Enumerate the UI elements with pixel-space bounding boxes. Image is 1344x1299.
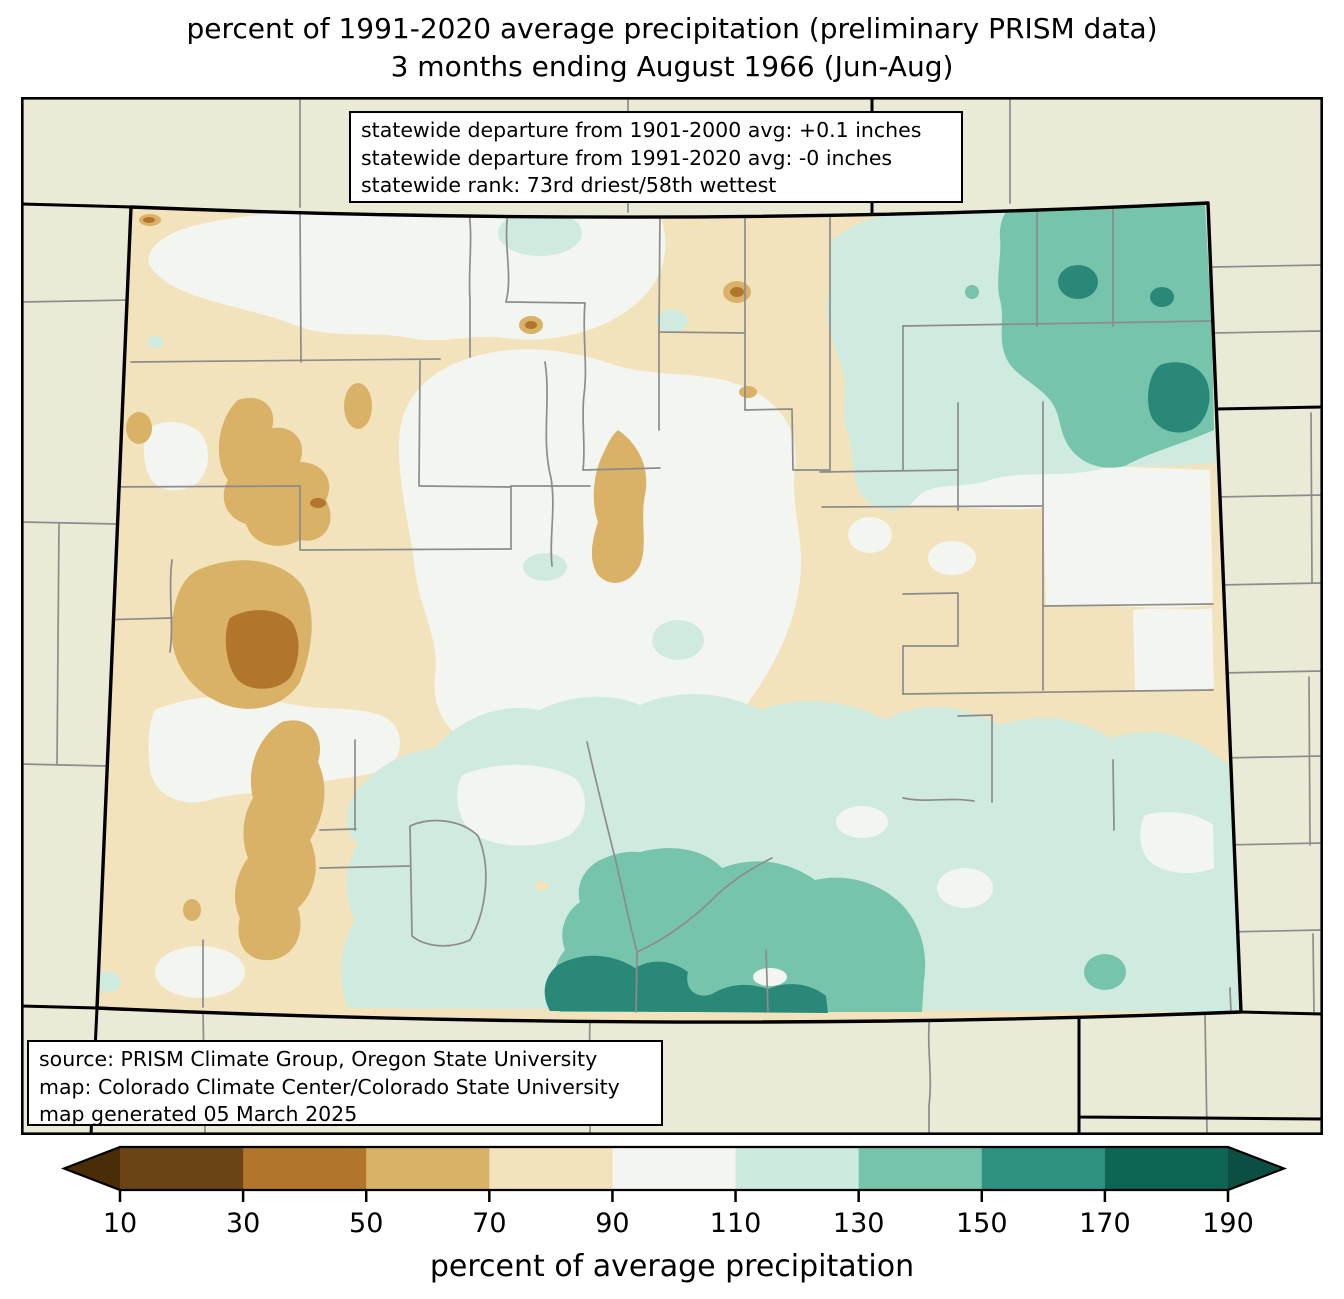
colorbar-band (1104, 1147, 1229, 1190)
chart-title: percent of 1991-2020 average precipitati… (0, 10, 1344, 86)
source-attribution-box: source: PRISM Climate Group, Oregon Stat… (27, 1040, 663, 1126)
colorbar-axis-label: percent of average precipitation (430, 1249, 914, 1284)
colorbar-tick-label: 50 (349, 1208, 383, 1239)
source-line-3: map generated 05 March 2025 (39, 1102, 358, 1126)
colorbar-tick-label: 110 (710, 1208, 762, 1239)
colorbar-ticks (118, 1190, 1230, 1202)
tan-dot (535, 881, 549, 891)
colorbar-bands (64, 1147, 1284, 1190)
colorbar-under-arrow (64, 1147, 120, 1190)
colorbar-tick-label: 150 (956, 1208, 1008, 1239)
statewide-stats-box: statewide departure from 1901-2000 avg: … (349, 111, 963, 203)
county-borders (97, 203, 1232, 1014)
map-frame (21, 97, 1323, 1135)
contours-30-50 (143, 217, 744, 689)
colorbar-over-arrow (1228, 1147, 1284, 1190)
stats-line-3: statewide rank: 73rd driest/58th wettest (361, 173, 777, 197)
colorbar-band (489, 1147, 614, 1190)
stats-line-1: statewide departure from 1901-2000 avg: … (361, 118, 922, 142)
colorbar-band (120, 1147, 244, 1190)
colorado-state-border (95, 201, 1243, 1024)
source-line-1: source: PRISM Climate Group, Oregon Stat… (39, 1047, 598, 1071)
colorbar-band (612, 1147, 737, 1190)
chart-title-line1: percent of 1991-2020 average precipitati… (186, 12, 1158, 45)
colorbar-tick-label: 190 (1202, 1208, 1254, 1239)
colorbar-tick-label: 10 (103, 1208, 137, 1239)
colorbar-tick-labels: 10 30 50 70 90 110 130 150 170 190 (103, 1208, 1254, 1239)
precipitation-contour-fills (97, 203, 1241, 1023)
colorbar-tick-label: 70 (472, 1208, 506, 1239)
colorbar-tick-label: 90 (595, 1208, 629, 1239)
colorbar-tick-label: 30 (226, 1208, 260, 1239)
colorado-precipitation-map (21, 97, 1323, 1135)
source-line-2: map: Colorado Climate Center/Colorado St… (39, 1074, 620, 1099)
colorbar-band (243, 1147, 367, 1190)
chart-title-line2: 3 months ending August 1966 (Jun-Aug) (390, 50, 954, 83)
colorbar-band (981, 1147, 1106, 1190)
colorbar-tick-label: 130 (833, 1208, 885, 1239)
precipitation-colorbar: 10 30 50 70 90 110 130 150 170 190 percent of ave… (60, 1145, 1288, 1284)
colorbar-band (735, 1147, 860, 1190)
contours-150-170 (544, 265, 1210, 1013)
colorbar-band (366, 1147, 490, 1190)
colorbar-band (858, 1147, 983, 1190)
colorbar-tick-label: 170 (1079, 1208, 1131, 1239)
colorbar-outline (60, 1145, 1288, 1192)
stats-line-2: statewide departure from 1991-2020 avg: … (361, 145, 893, 170)
white-holes (155, 764, 1214, 998)
